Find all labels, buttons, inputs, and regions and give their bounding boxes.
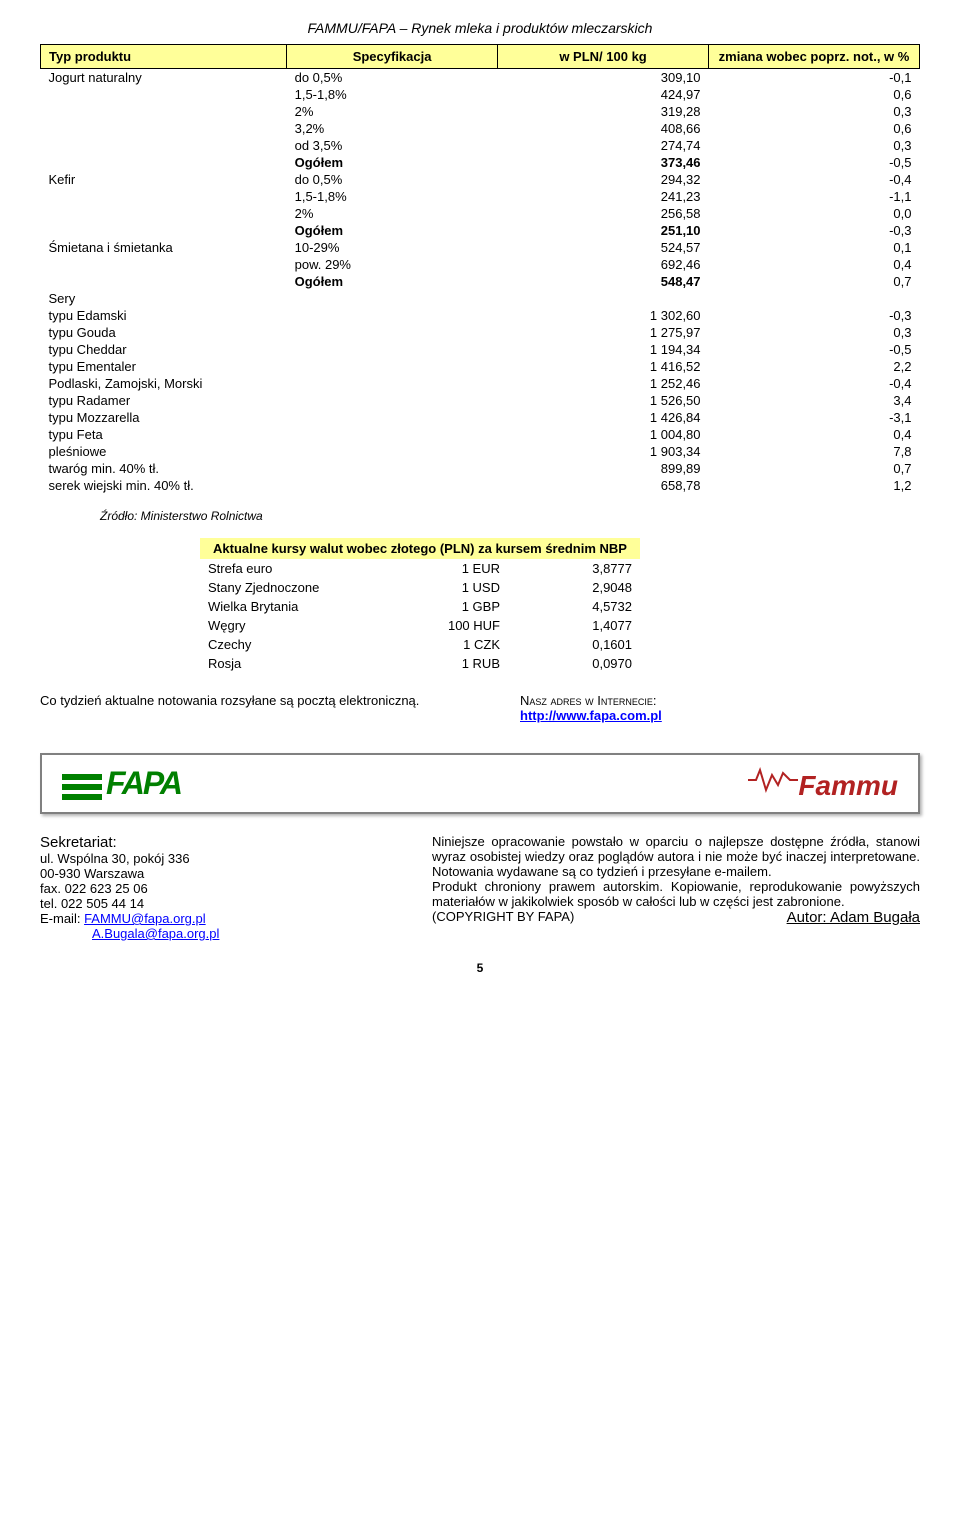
fax: fax. 022 623 25 06	[40, 881, 392, 896]
table-row: 1,5-1,8%424,970,6	[41, 86, 920, 103]
table-row: typu Edamski1 302,60-0,3	[41, 307, 920, 324]
table-total-row: Ogółem251,10-0,3	[41, 222, 920, 239]
table-row: 2%319,280,3	[41, 103, 920, 120]
email2-link[interactable]: A.Bugala@fapa.org.pl	[92, 926, 219, 941]
table-row: Kefirdo 0,5%294,32-0,4	[41, 171, 920, 188]
copyright-line: (COPYRIGHT BY FAPA) Autor: Adam Bugała	[432, 909, 920, 924]
contact-section: Sekretariat: ul. Wspólna 30, pokój 336 0…	[40, 834, 920, 941]
table-total-row: Ogółem373,46-0,5	[41, 154, 920, 171]
table-row: Śmietana i śmietanka10-29%524,570,1	[41, 239, 920, 256]
disclaimer-p1: Niniejsze opracowanie powstało w oparciu…	[432, 834, 920, 879]
email-line1: E-mail: FAMMU@fapa.org.pl	[40, 911, 392, 926]
page-number: 5	[40, 961, 920, 975]
weekly-note: Co tydzień aktualne notowania rozsyłane …	[40, 693, 440, 723]
sery-header: Sery	[41, 290, 920, 307]
internet-link[interactable]: http://www.fapa.com.pl	[520, 708, 662, 723]
table-row: twaróg min. 40% tł.899,890,7	[41, 460, 920, 477]
disclaimer-p2: Produkt chroniony prawem autorskim. Kopi…	[432, 879, 920, 909]
exchange-row: Wielka Brytania1 GBP4,5732	[200, 597, 640, 616]
exchange-table: Strefa euro1 EUR3,8777Stany Zjednoczone1…	[200, 559, 640, 673]
products-table: Typ produktu Specyfikacja w PLN/ 100 kg …	[40, 44, 920, 494]
exchange-row: Strefa euro1 EUR3,8777	[200, 559, 640, 578]
table-row: typu Mozzarella1 426,84-3,1	[41, 409, 920, 426]
table-row: 3,2%408,660,6	[41, 120, 920, 137]
source-note: Źródło: Ministerstwo Rolnictwa	[100, 509, 920, 523]
th-spec: Specyfikacja	[287, 45, 498, 69]
table-row: typu Radamer1 526,503,4	[41, 392, 920, 409]
author: Autor: Adam Bugała	[787, 909, 920, 926]
fammu-logo: Fammu	[748, 765, 898, 802]
exchange-title: Aktualne kursy walut wobec złotego (PLN)…	[200, 538, 640, 559]
exchange-row: Czechy1 CZK0,1601	[200, 635, 640, 654]
exchange-row: Węgry100 HUF1,4077	[200, 616, 640, 635]
table-row: 2%256,580,0	[41, 205, 920, 222]
table-row: pleśniowe1 903,347,8	[41, 443, 920, 460]
th-change: zmiana wobec poprz. not., w %	[709, 45, 920, 69]
table-row: typu Feta1 004,800,4	[41, 426, 920, 443]
exchange-row: Rosja1 RUB0,0970	[200, 654, 640, 673]
table-row: serek wiejski min. 40% tł.658,781,2	[41, 477, 920, 494]
email1-link[interactable]: FAMMU@fapa.org.pl	[84, 911, 206, 926]
th-type: Typ produktu	[41, 45, 287, 69]
table-row: Jogurt naturalnydo 0,5%309,10-0,1	[41, 69, 920, 87]
table-row: 1,5-1,8%241,23-1,1	[41, 188, 920, 205]
table-row: Podlaski, Zamojski, Morski1 252,46-0,4	[41, 375, 920, 392]
internet-box: Nasz adres w Internecie: http://www.fapa…	[520, 693, 920, 723]
notes-row: Co tydzień aktualne notowania rozsyłane …	[40, 693, 920, 723]
table-row: typu Cheddar1 194,34-0,5	[41, 341, 920, 358]
th-price: w PLN/ 100 kg	[498, 45, 709, 69]
internet-label: Nasz adres w Internecie:	[520, 693, 656, 708]
table-row: typu Ementaler1 416,522,2	[41, 358, 920, 375]
addr1: ul. Wspólna 30, pokój 336	[40, 851, 392, 866]
tel: tel. 022 505 44 14	[40, 896, 392, 911]
logos-box: FAPA Fammu	[40, 753, 920, 814]
fapa-logo: FAPA	[62, 765, 181, 802]
email-line2: A.Bugala@fapa.org.pl	[92, 926, 392, 941]
page-header: FAMMU/FAPA – Rynek mleka i produktów mle…	[40, 20, 920, 36]
table-row: pow. 29%692,460,4	[41, 256, 920, 273]
addr2: 00-930 Warszawa	[40, 866, 392, 881]
contact-right: Niniejsze opracowanie powstało w oparciu…	[432, 834, 920, 941]
table-total-row: Ogółem548,470,7	[41, 273, 920, 290]
exchange-section: Aktualne kursy walut wobec złotego (PLN)…	[200, 538, 920, 673]
table-row: typu Gouda1 275,970,3	[41, 324, 920, 341]
contact-left: Sekretariat: ul. Wspólna 30, pokój 336 0…	[40, 834, 392, 941]
sekretariat-label: Sekretariat:	[40, 834, 392, 851]
table-row: od 3,5%274,740,3	[41, 137, 920, 154]
exchange-row: Stany Zjednoczone1 USD2,9048	[200, 578, 640, 597]
